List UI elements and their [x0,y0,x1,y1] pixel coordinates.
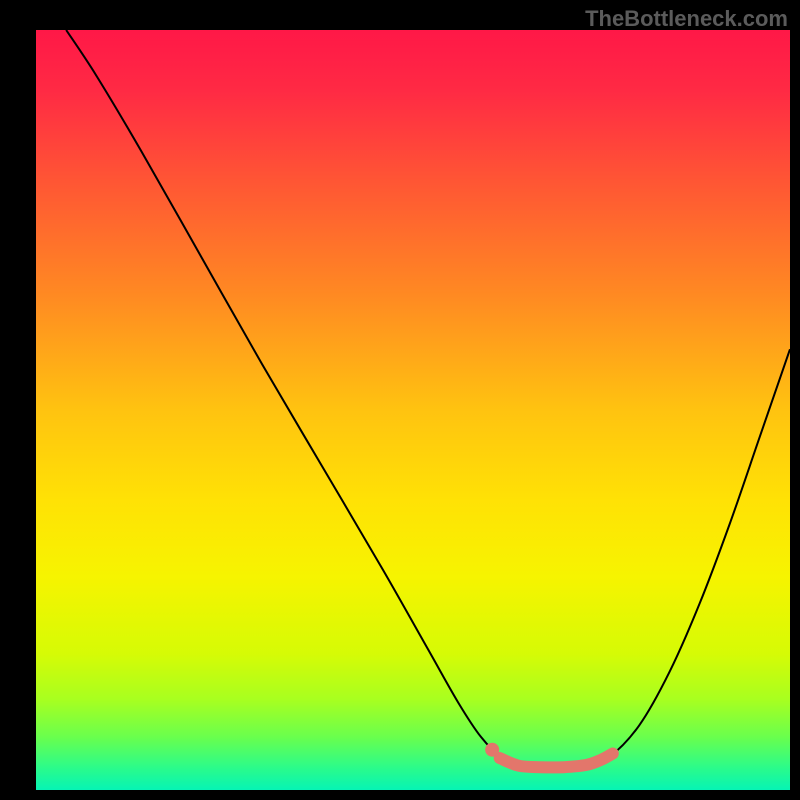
chart-container: TheBottleneck.com [0,0,800,800]
marker-dot [485,743,499,757]
plot-area [36,30,790,790]
plot-svg [36,30,790,790]
watermark-text: TheBottleneck.com [585,6,788,32]
gradient-background [36,30,790,790]
